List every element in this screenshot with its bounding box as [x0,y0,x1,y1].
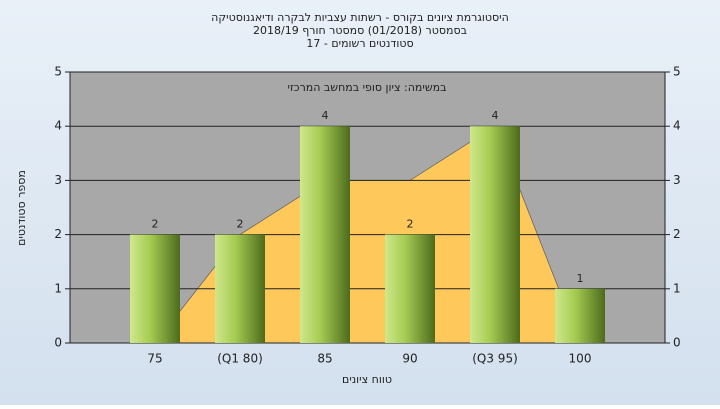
y-tick-label: 2 [54,227,62,241]
bar [555,288,605,343]
y2-tick-label: 1 [673,281,681,295]
title-line: סטודנטים רשומים - 17 [306,37,413,50]
bar [215,234,265,343]
bar [385,234,435,343]
y2-tick-label: 0 [673,336,681,350]
x-tick-label: 75 [147,352,162,366]
subtitle: במשימה: ציון סופי במחשב המרכזי [287,81,446,94]
bar [130,234,180,343]
data-label: 4 [492,109,499,122]
y-tick-label: 1 [54,281,62,295]
x-tick-label: (Q3 95) [472,352,518,366]
x-tick-label: 85 [317,352,332,366]
x-tick-label: 100 [569,352,592,366]
y-tick-label: 4 [54,119,62,133]
title-line: בסמסטר (01/2018) סמסטר חורף 2018/19 [253,24,467,37]
y-tick-label: 3 [54,173,62,187]
data-label: 2 [407,218,414,231]
x-axis-label: טווח ציונים [342,373,392,386]
data-label: 4 [322,109,329,122]
bar [470,126,520,343]
y2-tick-label: 4 [673,119,681,133]
y2-tick-label: 2 [673,227,681,241]
data-label: 1 [577,272,584,285]
title-line: היסטוגרמת ציונים בקורס - רשתות עצביות לב… [211,11,509,24]
x-tick-label: (Q1 80) [217,352,263,366]
y2-tick-label: 5 [673,65,681,79]
y-axis-label: מספר סטודנטים [15,170,28,246]
y2-tick-label: 3 [673,173,681,187]
data-label: 2 [237,218,244,231]
x-tick-label: 90 [402,352,417,366]
y-tick-label: 0 [54,336,62,350]
y-tick-label: 5 [54,65,62,79]
data-label: 2 [152,218,159,231]
bar [300,126,350,343]
